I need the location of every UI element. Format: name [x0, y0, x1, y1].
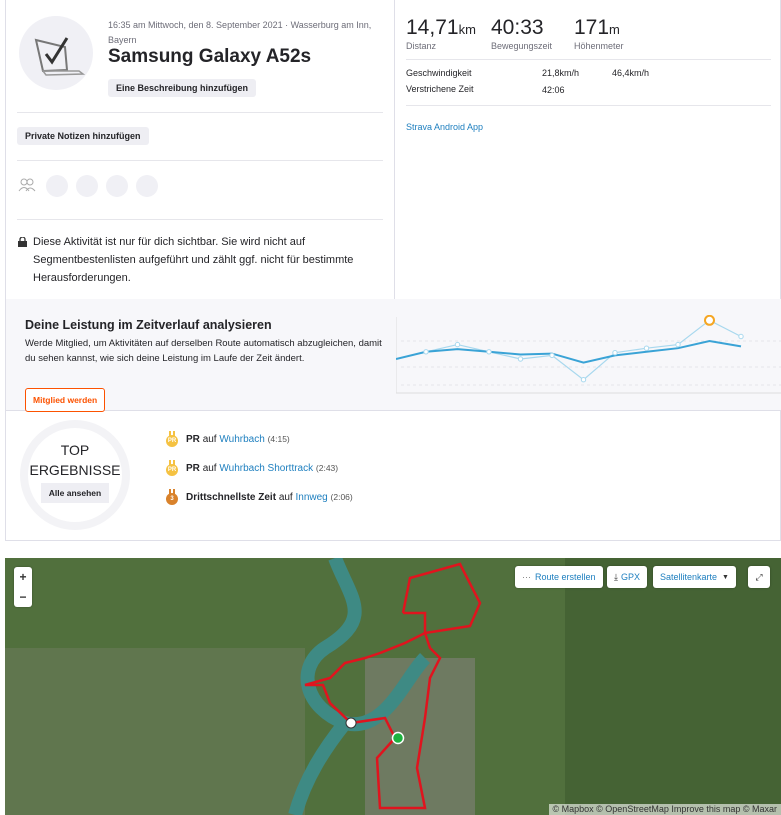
medal-label: PR	[166, 464, 178, 476]
divider	[17, 112, 383, 113]
create-route-button[interactable]: ⋯ Route erstellen	[515, 566, 603, 588]
divider	[17, 160, 383, 161]
download-icon: ⤓	[614, 571, 618, 582]
activity-title: Samsung Galaxy A52s	[108, 46, 312, 67]
activity-stats: 14,71km Distanz 40:33 Bewegungszeit 171m Hö…	[396, 0, 781, 299]
map-layer-label: Satellitenkarte	[660, 572, 718, 582]
medal-icon: PR	[166, 460, 178, 476]
finish-marker	[345, 717, 357, 729]
stat-label: Höhenmeter	[574, 41, 624, 51]
sparkline-point	[423, 349, 429, 355]
top-title: TOP	[60, 442, 90, 458]
participant-avatar[interactable]	[136, 175, 158, 197]
promo-title: Deine Leistung im Zeitverlauf analysiere…	[25, 318, 272, 332]
stat-unit: m	[609, 22, 620, 37]
map-layer-dropdown[interactable]: Satellitenkarte ▼	[653, 566, 736, 588]
sparkline-point	[738, 333, 744, 340]
laptop-check-icon	[34, 37, 86, 76]
achievement-item: 3 Drittschnellste Zeit auf Innweg (2:06)	[166, 489, 353, 505]
medal-icon: 3	[166, 489, 178, 505]
medal-label: PR	[166, 435, 178, 447]
achievement-item: PR PR auf Wuhrbach (4:15)	[166, 431, 290, 447]
sparkline-highlight-point	[704, 315, 715, 326]
zoom-out-button[interactable]: −	[19, 590, 27, 604]
sparkline-point	[549, 352, 555, 359]
map-attribution[interactable]: © Mapbox © OpenStreetMap Improve this ma…	[548, 804, 781, 815]
promo-text: Werde Mitglied, um Aktivitäten auf derse…	[25, 338, 382, 364]
achievement-type: PR	[186, 462, 200, 474]
participant-avatar[interactable]	[76, 175, 98, 197]
achievement-connector: auf	[202, 433, 217, 445]
participant-avatar[interactable]	[106, 175, 128, 197]
stat-value: 171	[574, 16, 610, 39]
performance-promo: Deine Leistung im Zeitverlauf analysiere…	[6, 299, 781, 412]
gpx-button[interactable]: ⤓ GPX	[607, 566, 647, 588]
zoom-in-button[interactable]: +	[19, 570, 27, 584]
sparkline-point	[454, 341, 461, 348]
achievement-type: Drittschnellste Zeit	[186, 491, 277, 503]
activity-summary: 16:35 am Mittwoch, den 8. September 2021…	[6, 0, 395, 299]
segment-time: (2:43)	[315, 462, 339, 473]
divider	[17, 219, 383, 220]
achievement-type: PR	[186, 433, 200, 445]
stat-value: 40:33	[491, 16, 544, 39]
speed-max: 46,4km/h	[612, 68, 650, 78]
stat-label: Bewegungszeit	[491, 41, 553, 51]
add-notes-button[interactable]: Private Notizen hinzufügen	[17, 127, 149, 145]
activity-card: 16:35 am Mittwoch, den 8. September 2021…	[5, 0, 781, 541]
sparkline-point	[643, 345, 650, 351]
zoom-controls: + −	[14, 567, 32, 607]
add-description-button[interactable]: Eine Beschreibung hinzufügen	[108, 79, 257, 97]
sparkline-point	[486, 349, 492, 355]
medal-icon: PR	[166, 431, 178, 447]
achievement-connector: auf	[202, 462, 217, 474]
medal-label: 3	[166, 493, 178, 505]
privacy-note: Diese Aktivität ist nur für dich sichtba…	[33, 236, 354, 284]
device-link[interactable]: Strava Android App	[406, 122, 484, 132]
segment-time: (4:15)	[267, 433, 290, 444]
create-route-label: Route erstellen	[535, 572, 596, 582]
stat-elevation: 171m Höhenmeter	[574, 16, 624, 51]
fullscreen-icon: ⤢	[755, 571, 763, 582]
top-title: ERGEBNISSE	[29, 462, 121, 478]
elapsed-value: 42:06	[542, 85, 565, 95]
top-results-badge: TOP ERGEBNISSE Alle ansehen	[20, 420, 130, 530]
stat-distance: 14,71km Distanz	[406, 16, 476, 51]
sparkline-point	[612, 350, 618, 356]
segment-time: (2:06)	[330, 491, 353, 502]
performance-sparkline	[396, 315, 781, 394]
sparkline-trend-line	[396, 339, 742, 364]
route-icon: ⋯	[522, 571, 531, 582]
fullscreen-button[interactable]: ⤢	[748, 566, 770, 588]
stat-unit: km	[458, 22, 476, 37]
view-all-button[interactable]: Alle ansehen	[40, 483, 110, 503]
stat-value: 14,71	[406, 16, 459, 39]
sparkline-point	[517, 356, 524, 362]
speed-avg: 21,8km/h	[542, 68, 580, 78]
achievement-connector: auf	[278, 491, 293, 503]
lock-icon	[18, 237, 27, 247]
satellite-map	[5, 558, 781, 815]
elapsed-label: Verstrichene Zeit	[406, 84, 474, 94]
divider	[406, 105, 771, 106]
divider	[406, 59, 771, 60]
activity-meta: 16:35 am Mittwoch, den 8. September 2021…	[108, 20, 372, 45]
stat-moving-time: 40:33 Bewegungszeit	[491, 16, 552, 51]
achievement-item: PR PR auf Wuhrbach Shorttrack (2:43)	[166, 460, 338, 476]
segment-link[interactable]: Wuhrbach	[219, 433, 265, 445]
group-icon[interactable]	[18, 178, 36, 192]
speed-label: Geschwindigkeit	[406, 68, 472, 78]
caret-down-icon: ▼	[722, 573, 729, 581]
stat-label: Distanz	[406, 41, 437, 51]
gpx-label: GPX	[620, 572, 640, 582]
device-avatar[interactable]	[19, 16, 93, 90]
route-map[interactable]: + − ⋯ Route erstellen ⤓ GPX Satellitenkarte…	[5, 558, 781, 815]
segment-link[interactable]: Innweg	[295, 491, 328, 503]
sparkline-point	[580, 376, 587, 383]
sparkline-point	[675, 341, 681, 348]
segment-link[interactable]: Wuhrbach Shorttrack	[219, 462, 314, 474]
participant-avatar[interactable]	[46, 175, 68, 197]
become-member-button[interactable]: Mitglied werden	[25, 388, 106, 412]
start-marker	[391, 731, 405, 745]
